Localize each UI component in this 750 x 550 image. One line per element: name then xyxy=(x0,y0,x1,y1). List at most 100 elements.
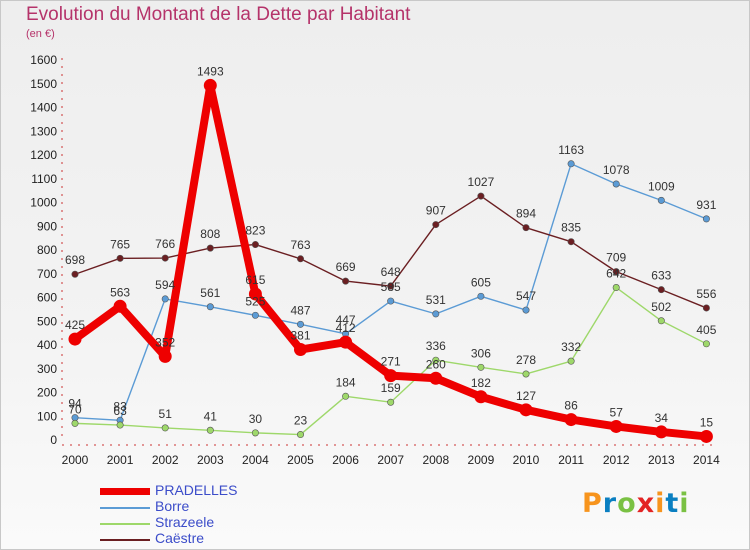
data-label: 648 xyxy=(381,265,401,279)
data-point xyxy=(251,429,259,437)
y-tick-label: 1500 xyxy=(30,77,57,91)
y-tick-label: 600 xyxy=(37,291,57,305)
data-point xyxy=(203,78,217,92)
legend-swatch xyxy=(100,488,150,495)
data-point xyxy=(429,371,443,385)
y-tick-label: 700 xyxy=(37,267,57,281)
data-point xyxy=(296,255,304,263)
data-point xyxy=(522,370,530,378)
x-tick-label: 2012 xyxy=(603,453,630,467)
data-label: 556 xyxy=(696,287,716,301)
data-label: 642 xyxy=(606,267,626,281)
data-label: 182 xyxy=(471,376,491,390)
data-point xyxy=(161,424,169,432)
data-label: 1163 xyxy=(558,143,584,157)
y-tick-label: 200 xyxy=(37,386,57,400)
data-label: 594 xyxy=(155,278,175,292)
data-label: 260 xyxy=(426,357,446,371)
data-point xyxy=(609,419,623,433)
legend-swatch xyxy=(100,507,150,509)
data-point xyxy=(342,277,350,285)
data-point xyxy=(702,304,710,312)
data-label: 808 xyxy=(200,227,220,241)
data-label: 763 xyxy=(290,238,310,252)
data-point xyxy=(384,369,398,383)
chart-title: Evolution du Montant de la Dette par Hab… xyxy=(26,4,411,25)
data-label: 698 xyxy=(65,253,85,267)
data-point xyxy=(161,254,169,262)
data-label: 70 xyxy=(68,402,82,416)
data-label: 525 xyxy=(245,294,265,308)
data-point xyxy=(206,244,214,252)
data-point xyxy=(477,363,485,371)
legend-label: Borre xyxy=(155,498,190,514)
data-label: 669 xyxy=(336,260,356,274)
x-tick-label: 2009 xyxy=(468,453,495,467)
data-label: 633 xyxy=(651,269,671,283)
data-point xyxy=(522,306,530,314)
data-point xyxy=(702,340,710,348)
y-tick-label: 400 xyxy=(37,338,57,352)
legend-swatch xyxy=(100,539,150,541)
data-label: 34 xyxy=(655,411,669,425)
y-tick-label: 0 xyxy=(50,433,57,447)
data-label: 894 xyxy=(516,207,536,221)
data-label: 94 xyxy=(68,397,82,411)
data-label: 83 xyxy=(113,399,127,413)
x-tick-label: 2008 xyxy=(422,453,449,467)
data-label: 605 xyxy=(471,275,491,289)
data-point xyxy=(612,284,620,292)
data-point xyxy=(564,413,578,427)
data-label: 563 xyxy=(110,285,130,299)
data-point xyxy=(474,390,488,404)
y-tick-label: 1000 xyxy=(30,196,57,210)
data-label: 63 xyxy=(113,404,127,418)
data-label: 766 xyxy=(155,237,175,251)
data-label: 412 xyxy=(336,321,356,335)
data-label: 159 xyxy=(381,381,401,395)
data-point xyxy=(296,431,304,439)
data-point xyxy=(432,356,440,364)
data-label: 405 xyxy=(696,323,716,337)
data-label: 381 xyxy=(290,329,310,343)
data-point xyxy=(477,292,485,300)
data-point xyxy=(113,299,127,313)
data-label: 1493 xyxy=(197,64,224,78)
chart-unit: (en €) xyxy=(26,28,55,40)
data-point xyxy=(206,303,214,311)
data-label: 502 xyxy=(651,300,671,314)
data-point xyxy=(657,286,665,294)
data-point xyxy=(567,160,575,168)
data-point xyxy=(387,282,395,290)
data-label: 278 xyxy=(516,353,536,367)
data-point xyxy=(567,357,575,365)
data-point xyxy=(654,425,668,439)
data-label: 1009 xyxy=(648,179,675,193)
data-point xyxy=(477,192,485,200)
x-tick-label: 2002 xyxy=(152,453,179,467)
data-label: 447 xyxy=(336,313,356,327)
data-label: 709 xyxy=(606,251,626,265)
proxiti-logo: Proxiti xyxy=(582,488,690,519)
data-point xyxy=(387,297,395,305)
y-tick-label: 500 xyxy=(37,314,57,328)
data-point xyxy=(339,335,353,349)
data-point xyxy=(519,403,533,417)
y-tick-label: 1100 xyxy=(31,172,57,186)
data-label: 1027 xyxy=(468,175,495,189)
x-tick-label: 2004 xyxy=(242,453,269,467)
x-tick-label: 2003 xyxy=(197,453,224,467)
data-point xyxy=(296,320,304,328)
data-label: 127 xyxy=(516,389,536,403)
data-point xyxy=(71,419,79,427)
y-tick-label: 1300 xyxy=(30,124,57,138)
data-point xyxy=(432,221,440,229)
y-tick-label: 100 xyxy=(37,409,57,423)
data-label: 425 xyxy=(65,318,85,332)
data-label: 765 xyxy=(110,237,130,251)
data-label: 306 xyxy=(471,346,491,360)
data-label: 547 xyxy=(516,289,536,303)
data-point xyxy=(657,317,665,325)
data-label: 531 xyxy=(426,293,446,307)
x-tick-label: 2011 xyxy=(558,453,584,467)
